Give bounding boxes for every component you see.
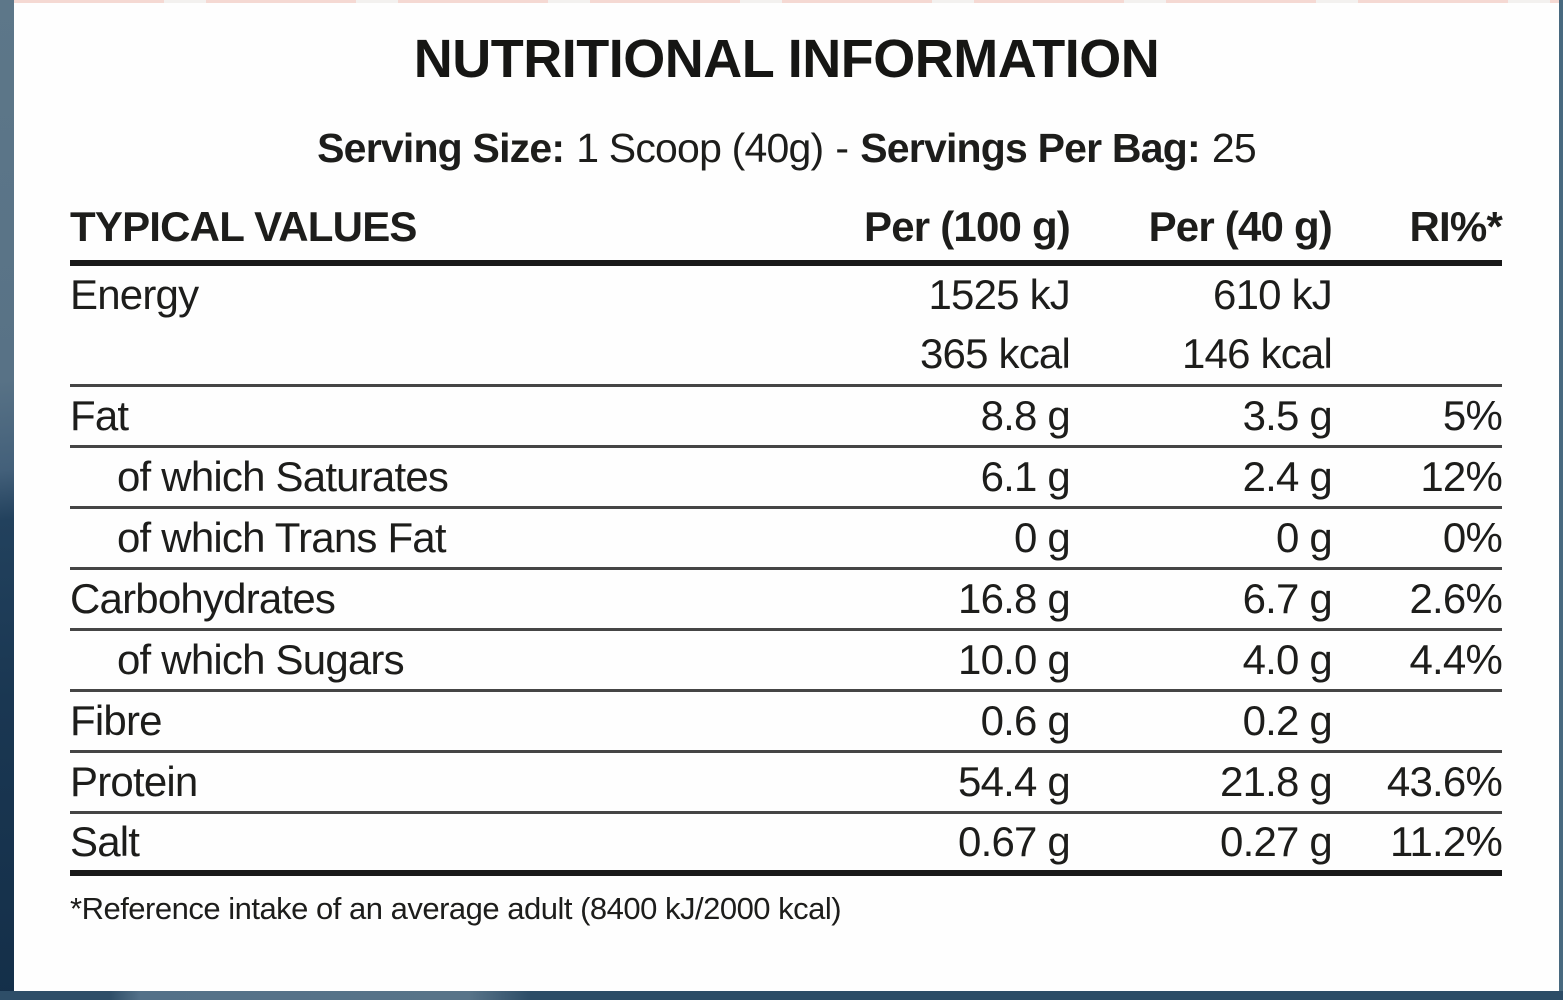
value-per-40g: 3.5 g: [1070, 385, 1333, 448]
table-row-fat: Fat 8.8 g 3.5 g 5%: [70, 385, 1503, 448]
value-per-100g: 0.6 g: [820, 690, 1071, 753]
table-row-carbohydrates: Carbohydrates 16.8 g 6.7 g 2.6%: [70, 568, 1503, 631]
header-per-40g: Per (40 g): [1070, 203, 1333, 267]
servings-per-bag-label: Servings Per Bag:: [860, 125, 1200, 172]
value-ri-percent: 43.6%: [1332, 751, 1503, 814]
value-per-40g: 0.27 g: [1070, 812, 1333, 877]
value-ri-percent: 11.2%: [1332, 812, 1503, 877]
header-ri-percent: RI%*: [1332, 203, 1503, 267]
nutrient-label: of which Saturates: [70, 446, 820, 509]
value-per-40g: 2.4 g: [1070, 446, 1333, 509]
value-ri-percent: 2.6%: [1332, 568, 1503, 631]
value-per-100g: 365 kcal: [820, 324, 1071, 387]
bottom-frame-bar: [0, 991, 1563, 1000]
table-row-protein: Protein 54.4 g 21.8 g 43.6%: [70, 751, 1503, 814]
serving-size-value: 1 Scoop (40g): [576, 125, 824, 172]
value-ri-percent: [1332, 263, 1502, 324]
value-per-100g: 8.8 g: [820, 385, 1071, 448]
right-frame-bar: [1559, 0, 1563, 1000]
servings-per-bag-value: 25: [1211, 125, 1257, 172]
nutrient-label: [70, 324, 820, 387]
value-per-100g: 54.4 g: [820, 751, 1071, 814]
table-row-trans-fat: of which Trans Fat 0 g 0 g 0%: [70, 507, 1503, 570]
value-per-40g: 21.8 g: [1070, 751, 1333, 814]
table-row-energy-kcal: 365 kcal 146 kcal: [70, 324, 1502, 387]
reference-intake-footnote: *Reference intake of an average adult (8…: [70, 891, 842, 927]
value-per-40g: 6.7 g: [1070, 568, 1333, 631]
value-ri-percent: [1332, 690, 1502, 753]
value-per-100g: 6.1 g: [820, 446, 1071, 509]
value-per-40g: 0 g: [1070, 507, 1333, 570]
top-edge-decoration: [14, 0, 1559, 3]
value-ri-percent: 4.4%: [1332, 629, 1503, 692]
value-per-40g: 610 kJ: [1213, 271, 1333, 319]
table-header: TYPICAL VALUES Per (100 g) Per (40 g) RI…: [70, 203, 1503, 267]
header-row: TYPICAL VALUES Per (100 g) Per (40 g) RI…: [70, 203, 1503, 267]
nutrient-label: of which Sugars: [70, 629, 820, 692]
nutrient-label: of which Trans Fat: [70, 507, 820, 570]
value-ri-percent: 0%: [1332, 507, 1503, 570]
value-per-100g: 10.0 g: [820, 629, 1071, 692]
serving-separator: -: [835, 125, 849, 172]
nutrient-label: Carbohydrates: [70, 568, 820, 631]
serving-size-label: Serving Size:: [317, 125, 565, 172]
table-row-saturates: of which Saturates 6.1 g 2.4 g 12%: [70, 446, 1503, 509]
value-per-40g: 146 kcal: [1070, 324, 1333, 387]
nutrition-table: TYPICAL VALUES Per (100 g) Per (40 g) RI…: [70, 203, 1503, 877]
value-per-40g: 0.2 g: [1070, 690, 1333, 753]
table-row-fibre: Fibre 0.6 g 0.2 g: [70, 690, 1502, 753]
value-per-100g: 0.67 g: [820, 812, 1071, 877]
nutrient-label: Fibre: [70, 690, 820, 753]
serving-info: Serving Size: 1 Scoop (40g) - Servings Per …: [14, 124, 1559, 173]
value-per-100g: 0 g: [820, 507, 1071, 570]
table-row-energy-kj: Energy 1525 kJ 610 kJ: [70, 263, 1502, 324]
value-per-40g: 4.0 g: [1070, 629, 1333, 692]
nutrient-label: Energy: [70, 271, 199, 319]
nutrient-label: Protein: [70, 751, 820, 814]
header-per-100g: Per (100 g): [820, 203, 1071, 267]
label-panel: NUTRITIONAL INFORMATION Serving Size: 1 S…: [14, 3, 1559, 991]
value-ri-percent: [1332, 324, 1502, 387]
table-row-sugars: of which Sugars 10.0 g 4.0 g 4.4%: [70, 629, 1503, 692]
left-frame-bar: [0, 0, 14, 1000]
value-ri-percent: 5%: [1332, 385, 1503, 448]
value-per-100g: 1525 kJ: [928, 271, 1070, 319]
value-ri-percent: 12%: [1332, 446, 1503, 509]
nutrient-label: Fat: [70, 385, 820, 448]
page-title: NUTRITIONAL INFORMATION: [413, 29, 1160, 89]
header-typical-values: TYPICAL VALUES: [70, 203, 820, 267]
nutrient-label: Salt: [70, 812, 820, 877]
value-per-100g: 16.8 g: [820, 568, 1071, 631]
table-row-salt: Salt 0.67 g 0.27 g 11.2%: [70, 812, 1503, 877]
